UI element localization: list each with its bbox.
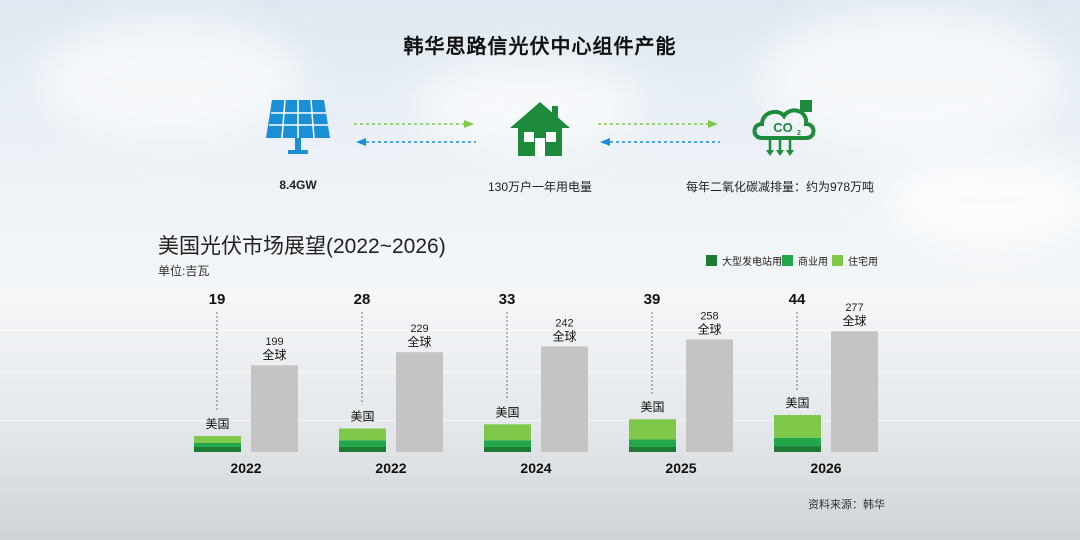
house-icon bbox=[510, 102, 570, 156]
capacity-label: 8.4GW bbox=[279, 178, 317, 192]
global-label: 全球 bbox=[697, 322, 721, 337]
global-value-label: 199 bbox=[265, 336, 283, 348]
co2-label: 每年二氧化碳减排量：约为978万吨 bbox=[685, 180, 875, 194]
us-bar-segment bbox=[629, 446, 676, 452]
legend-swatch bbox=[832, 255, 843, 266]
us-bar-segment bbox=[339, 440, 386, 447]
solar-panel-icon bbox=[266, 99, 330, 154]
source-note: 资料来源：韩华 bbox=[808, 499, 885, 511]
us-bar-segment bbox=[194, 442, 241, 447]
chart-title: 美国光伏市场展望(2022~2026) bbox=[158, 235, 446, 258]
global-label: 全球 bbox=[552, 328, 576, 343]
global-value-label: 229 bbox=[410, 323, 428, 335]
legend-item-commercial: 商业用 bbox=[782, 253, 828, 268]
global-bar bbox=[831, 331, 878, 452]
global-label: 全球 bbox=[842, 313, 866, 328]
us-bar-segment bbox=[774, 446, 821, 452]
us-label: 美国 bbox=[785, 396, 809, 410]
flow-arrows-left bbox=[354, 120, 476, 146]
x-tick-label: 2025 bbox=[665, 460, 696, 476]
us-bar-segment bbox=[774, 415, 821, 438]
us-bar-segment bbox=[484, 424, 531, 441]
x-tick-label: 2024 bbox=[520, 460, 551, 476]
global-value-label: 258 bbox=[700, 311, 718, 323]
legend-label: 商业用 bbox=[798, 257, 828, 268]
panel-line bbox=[0, 372, 1080, 373]
svg-text:2: 2 bbox=[797, 130, 801, 137]
co2-reduction-icon: CO 2 bbox=[752, 100, 816, 156]
global-label: 全球 bbox=[262, 347, 286, 362]
us-total-label: 28 bbox=[354, 291, 371, 308]
global-bar bbox=[686, 339, 733, 452]
us-label: 美国 bbox=[495, 405, 519, 419]
legend-swatch bbox=[706, 255, 717, 266]
us-total-label: 19 bbox=[209, 291, 226, 308]
us-bar-segment bbox=[194, 446, 241, 452]
us-bar-segment bbox=[774, 437, 821, 447]
us-bar-segment bbox=[339, 428, 386, 441]
us-bar-segment bbox=[484, 440, 531, 447]
panel-line bbox=[0, 420, 1080, 421]
us-label: 美国 bbox=[640, 400, 664, 414]
page-title: 韩华思路信光伏中心组件产能 bbox=[403, 36, 677, 58]
us-bar-segment bbox=[339, 446, 386, 452]
global-value-label: 277 bbox=[845, 302, 863, 314]
global-bar bbox=[251, 365, 298, 452]
x-tick-label: 2022 bbox=[375, 460, 406, 476]
x-tick-label: 2026 bbox=[810, 460, 841, 476]
us-bar-segment bbox=[629, 419, 676, 440]
global-bar bbox=[541, 346, 588, 452]
unit-label: 单位:吉瓦 bbox=[158, 264, 210, 278]
background-cloud bbox=[880, 150, 1080, 250]
us-bar-segment bbox=[629, 439, 676, 447]
legend-swatch bbox=[782, 255, 793, 266]
legend-label: 大型发电站用 bbox=[722, 257, 782, 268]
us-bar-segment bbox=[484, 446, 531, 452]
x-tick-label: 2022 bbox=[230, 460, 261, 476]
svg-text:CO: CO bbox=[773, 120, 793, 135]
us-label: 美国 bbox=[205, 417, 229, 431]
background-cloud bbox=[40, 20, 300, 140]
legend-item-utility: 大型发电站用 bbox=[706, 253, 782, 268]
global-bar bbox=[396, 352, 443, 452]
legend-item-residential: 住宅用 bbox=[832, 253, 878, 268]
us-total-label: 44 bbox=[789, 291, 806, 308]
global-value-label: 242 bbox=[555, 317, 573, 329]
us-total-label: 39 bbox=[644, 291, 661, 308]
legend-label: 住宅用 bbox=[848, 257, 878, 268]
flow-arrows-right bbox=[598, 120, 720, 146]
us-total-label: 33 bbox=[499, 291, 516, 308]
us-bar-segment bbox=[194, 436, 241, 443]
panel-line bbox=[0, 330, 1080, 331]
households-label: 130万户一年用电量 bbox=[487, 180, 593, 194]
us-label: 美国 bbox=[350, 409, 374, 423]
global-label: 全球 bbox=[407, 334, 431, 349]
